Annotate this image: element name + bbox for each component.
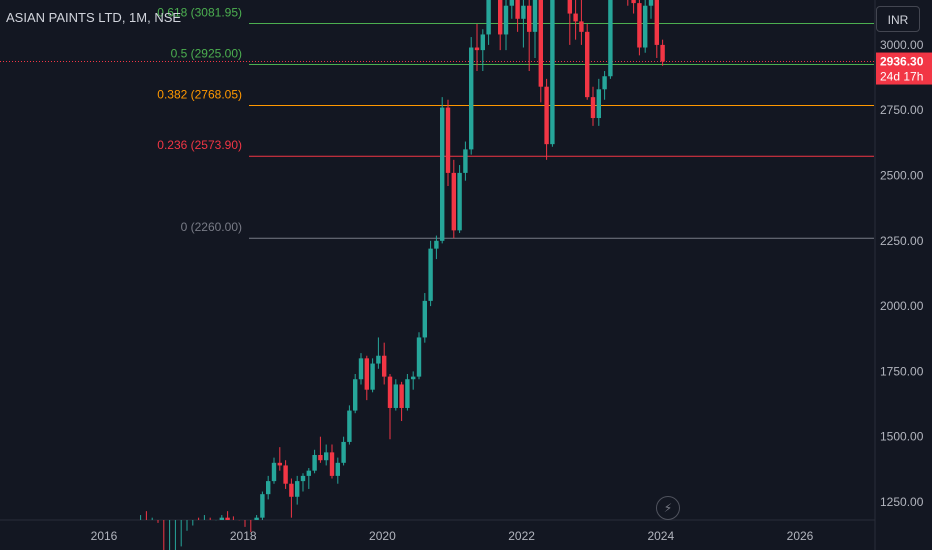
fib-level-label: 0.618 (3081.95) — [157, 5, 242, 19]
candle-body — [648, 0, 654, 6]
candle-body — [643, 5, 648, 48]
y-tick-label: 1750.00 — [880, 364, 924, 378]
candle-body — [474, 47, 480, 51]
fib-level-label: 0.5 (2925.00) — [171, 46, 242, 60]
fib-level-label: 0.236 (2573.90) — [157, 138, 242, 152]
candle-body — [602, 76, 607, 90]
chart-title: ASIAN PAINTS LTD, 1M, NSE — [6, 10, 182, 25]
candle-body — [347, 410, 352, 442]
y-tick-label: 2000.00 — [880, 299, 924, 313]
candle-body — [486, 0, 491, 35]
candle-body — [271, 462, 277, 482]
candle-body — [544, 86, 549, 145]
candle-body — [416, 337, 422, 377]
candle-body — [376, 355, 381, 364]
candle-body — [324, 452, 329, 461]
y-tick-label: 2750.00 — [880, 103, 924, 117]
candle-body — [515, 0, 520, 19]
candle-body — [550, 0, 555, 145]
candle-body — [469, 47, 474, 150]
candle-body — [266, 481, 271, 495]
candle-body — [451, 172, 456, 231]
candle-body — [289, 483, 294, 497]
fib-level-label: 0.382 (2768.05) — [157, 87, 242, 101]
y-tick-label: 2250.00 — [880, 234, 924, 248]
x-tick-label: 2018 — [230, 529, 257, 543]
candle-body — [312, 454, 317, 471]
candle-body — [219, 517, 224, 520]
candle-body — [428, 248, 433, 301]
candle-body — [585, 31, 590, 98]
candle-body — [387, 376, 393, 408]
x-tick-label: 2022 — [508, 529, 535, 543]
candle-body — [457, 172, 462, 231]
candle-body — [405, 379, 410, 408]
candle-body — [393, 384, 398, 408]
x-tick-label: 2020 — [369, 529, 396, 543]
candle-body — [573, 13, 578, 22]
candle-body — [445, 107, 451, 173]
y-tick-label: 1500.00 — [880, 430, 924, 444]
candle-body — [509, 0, 514, 6]
candle-body — [254, 517, 259, 520]
candle-body — [306, 470, 311, 476]
candle-body — [521, 5, 526, 19]
last-price-value: 2936.30 — [880, 55, 924, 69]
last-price-tag-bg — [876, 52, 932, 85]
candle-body — [341, 441, 346, 463]
candle-body — [283, 465, 288, 484]
candle-body — [654, 0, 659, 45]
candle-body — [225, 517, 230, 520]
candle-body — [637, 3, 642, 48]
candle-body — [660, 44, 665, 62]
y-tick-label: 3000.00 — [880, 38, 924, 52]
candle-body — [579, 21, 584, 32]
y-tick-label: 2500.00 — [880, 169, 924, 183]
candle-body — [295, 481, 300, 497]
candle-body — [538, 0, 543, 87]
bar-countdown: 24d 17h — [880, 70, 923, 84]
candle-body — [527, 5, 532, 32]
y-tick-label: 1250.00 — [880, 495, 924, 509]
currency-button[interactable]: INR — [876, 6, 920, 32]
candle-body — [364, 358, 369, 390]
candle-body — [480, 34, 485, 51]
candle-body — [422, 300, 427, 338]
candle-body — [503, 5, 509, 35]
candle-body — [411, 376, 416, 380]
candle-body — [399, 384, 404, 408]
candle-body — [567, 0, 572, 14]
candle-body — [608, 0, 613, 77]
fib-level-label: 0 (2260.00) — [181, 220, 242, 234]
candle-body — [596, 89, 601, 119]
candle-body — [434, 240, 439, 249]
x-tick-label: 2024 — [647, 529, 674, 543]
candle-body — [631, 0, 636, 4]
candle-body — [300, 475, 306, 482]
candle-body — [329, 452, 335, 476]
lightning-icon[interactable]: ⚡ — [656, 496, 680, 520]
candle-body — [318, 454, 323, 461]
candle-body — [358, 358, 364, 380]
x-tick-label: 2026 — [787, 529, 814, 543]
candle-body — [463, 149, 468, 173]
candle-body — [532, 0, 538, 32]
x-tick-label: 2016 — [91, 529, 118, 543]
candle-body — [440, 107, 445, 241]
candle-body — [260, 494, 265, 518]
candle-body — [370, 363, 375, 390]
candle-body — [277, 462, 282, 466]
candle-body — [335, 462, 340, 476]
candle-body — [353, 379, 358, 411]
candle-body — [590, 97, 596, 119]
candle-body — [382, 355, 387, 377]
candle-body — [498, 0, 503, 35]
